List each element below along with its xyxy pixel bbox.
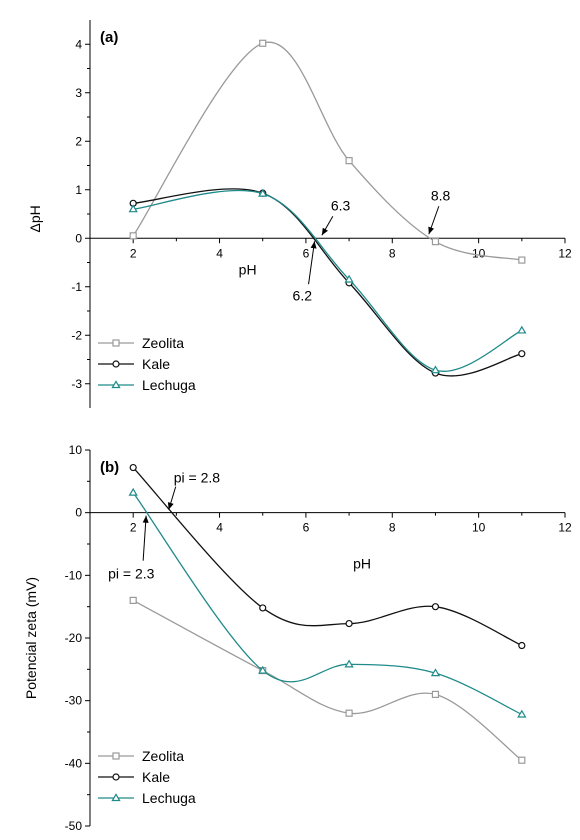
x-tick-label: 10 [472, 521, 486, 535]
y-axis-title: ΔpH [27, 205, 43, 232]
chart-b: -50 -40 -30 -20 -10 0 10 2 4 6 8 10 12 pH Potencial ze… [23, 443, 572, 833]
data-point-zeolita [129, 232, 137, 240]
series-lechuga [128, 487, 527, 718]
data-point-lechuga [430, 668, 441, 677]
y-tick-label: -40 [65, 756, 83, 770]
x-tick-label: 12 [558, 521, 572, 535]
legend-marker-kale [112, 773, 120, 781]
y-tick-label: -10 [65, 568, 83, 582]
y-tick-label: 0 [75, 231, 82, 245]
data-point-lechuga [258, 188, 268, 197]
data-point-kale [518, 350, 526, 358]
data-point-lechuga [430, 365, 441, 374]
x-tick-label: 6 [303, 521, 310, 535]
x-tick-label: 2 [130, 246, 137, 260]
y-tick-label: 3 [75, 86, 82, 100]
x-axis-title: pH [353, 556, 371, 572]
y-tick-label: 1 [75, 183, 82, 197]
x-tick-label: 8 [389, 246, 396, 260]
data-point-lechuga [128, 487, 138, 496]
annotation-label: 6.2 [293, 287, 313, 303]
data-point-zeolita [431, 238, 440, 246]
y-tick-label: 0 [75, 506, 82, 520]
y-tick-label: 4 [75, 37, 82, 51]
data-point-kale [518, 641, 526, 650]
x-tick-label: 6 [303, 246, 310, 260]
legend-label: Lechuga [142, 790, 196, 806]
series-zeolita [129, 39, 526, 264]
x-tick-label: 8 [389, 521, 396, 535]
data-point-lechuga [344, 274, 354, 283]
series-zeolita [129, 596, 526, 764]
x-tick-label: 4 [216, 246, 223, 260]
x-tick-label: 10 [472, 246, 486, 260]
series-lechuga [128, 188, 527, 374]
y-tick-label: -2 [71, 328, 82, 342]
annotation-arrow [167, 486, 177, 510]
data-point-lechuga [517, 709, 527, 718]
legend-label: Lechuga [142, 377, 196, 393]
legend-label: Kale [142, 356, 170, 372]
panel-label: (b) [100, 459, 119, 476]
series-line-zeolita [132, 41, 522, 261]
series-line-lechuga [133, 189, 523, 372]
annotation-arrow [308, 241, 317, 285]
annotations: 6.3 6.2 8.8 [293, 187, 451, 303]
data-point-kale [431, 603, 440, 611]
data-point-lechuga [258, 665, 268, 674]
series-kale [129, 463, 526, 650]
legend: Zeolita Kale Lechuga [98, 335, 196, 393]
legend-label: Kale [142, 769, 170, 785]
annotation-arrow [142, 515, 149, 561]
y-axis-title: Potencial zeta (mV) [23, 577, 39, 699]
annotations: pi = 2.8 pi = 2.3 [108, 470, 220, 582]
data-point-zeolita [345, 157, 353, 165]
x-tick-label: 4 [216, 521, 223, 535]
data-point-zeolita [129, 596, 137, 605]
legend-marker-lechuga [111, 380, 121, 389]
annotation-arrow [321, 215, 334, 236]
series-line-kale [132, 467, 523, 647]
annotation-arrow [428, 206, 440, 235]
legend-marker-kale [112, 360, 120, 368]
x-axis-title: pH [239, 261, 257, 277]
legend-marker-zeolita [112, 339, 120, 347]
data-point-kale [129, 463, 137, 472]
data-point-zeolita [518, 756, 526, 764]
annotation-label: 6.3 [331, 197, 351, 213]
legend-marker-zeolita [112, 752, 120, 760]
legend-marker-lechuga [111, 793, 121, 802]
annotation-label: pi = 2.8 [174, 470, 221, 486]
x-tick-label: 12 [558, 246, 572, 260]
data-point-kale [345, 619, 353, 628]
y-tick-label: -50 [65, 819, 83, 833]
data-point-lechuga [344, 659, 354, 668]
data-point-zeolita [345, 709, 353, 717]
data-point-lechuga [128, 204, 138, 213]
legend-label: Zeolita [142, 748, 184, 764]
y-tick-label: -1 [71, 280, 82, 294]
legend: Zeolita Kale Lechuga [98, 748, 196, 806]
y-tick-label: -20 [65, 631, 83, 645]
y-tick-label: 10 [69, 443, 83, 457]
y-tick-label: -3 [71, 377, 82, 391]
y-tick-label: 2 [75, 134, 82, 148]
annotation-label: 8.8 [431, 187, 451, 203]
panel-label: (a) [100, 29, 118, 46]
series-line-lechuga [132, 492, 523, 716]
y-tick-label: -30 [65, 694, 83, 708]
data-point-lechuga [517, 325, 527, 334]
data-point-zeolita [259, 39, 267, 47]
annotation-label: pi = 2.3 [108, 566, 155, 582]
data-point-zeolita [431, 690, 440, 699]
series-line-kale [133, 188, 522, 377]
data-point-kale [259, 604, 267, 612]
x-tick-label: 2 [130, 521, 137, 535]
legend-label: Zeolita [142, 335, 184, 351]
data-point-zeolita [518, 256, 526, 264]
series-kale [129, 188, 526, 377]
